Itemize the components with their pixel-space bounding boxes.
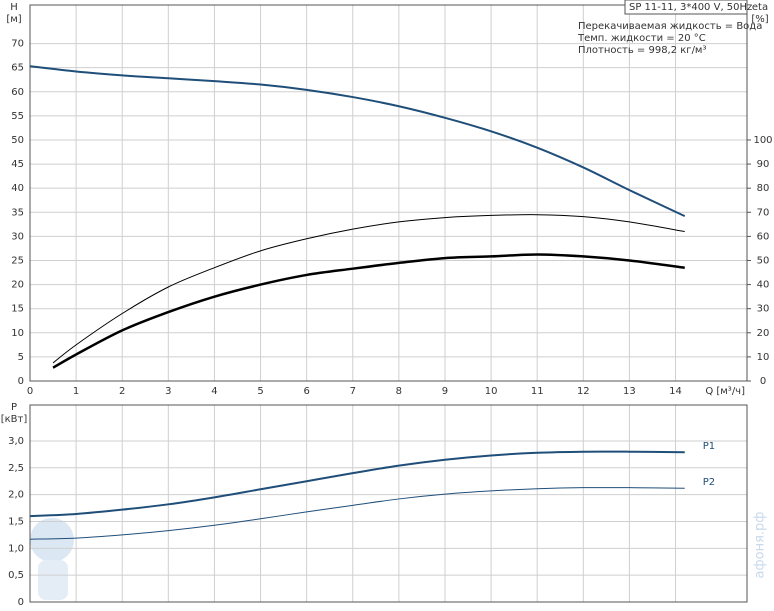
curve — [52, 253, 685, 369]
y-tick-label: 60 — [11, 87, 24, 98]
y2-axis-label: eta — [752, 2, 768, 13]
x-tick-label: 7 — [350, 386, 356, 397]
curve — [29, 487, 685, 540]
y-tick-label: 35 — [11, 207, 24, 218]
y2-tick-label: 30 — [757, 304, 770, 315]
y-tick-label: 5 — [18, 352, 24, 363]
y-tick-label: 0 — [18, 376, 24, 387]
y2-tick-label: 60 — [757, 231, 770, 242]
y2-tick-label: 20 — [757, 328, 770, 339]
y-tick-label: 1,0 — [8, 543, 24, 554]
y-axis-unit: [м] — [6, 14, 21, 25]
x-tick-label: 8 — [396, 386, 402, 397]
y2-tick-label: 90 — [757, 159, 770, 170]
y-tick-label: 0,5 — [8, 570, 24, 581]
mascot — [30, 518, 74, 562]
y-tick-label: 45 — [11, 159, 24, 170]
series-label: P2 — [703, 477, 715, 488]
x-tick-label: 11 — [531, 386, 544, 397]
y2-tick-label: 40 — [757, 280, 770, 291]
annotation: Темп. жидкости = 20 °C — [577, 33, 706, 44]
curve — [52, 214, 685, 364]
y-tick-label: 0 — [18, 597, 24, 608]
x-tick-label: 12 — [577, 386, 590, 397]
y-tick-label: 2,5 — [8, 463, 24, 474]
y-tick-label: 40 — [11, 183, 24, 194]
annotation: Перекачиваемая жидкость = Вода — [578, 21, 762, 32]
x-tick-label: 0 — [27, 386, 33, 397]
mascot — [38, 560, 68, 600]
y2-tick-label: 10 — [757, 352, 770, 363]
y-tick-label: 25 — [11, 255, 24, 266]
curve — [29, 450, 685, 518]
x-tick-label: 9 — [442, 386, 448, 397]
x-tick-label: 10 — [485, 386, 498, 397]
series-label: P1 — [703, 441, 715, 452]
x-tick-label: 5 — [257, 386, 263, 397]
info-box — [624, 0, 748, 15]
y-tick-label: 20 — [11, 280, 24, 291]
y-axis-unit: [кВт] — [1, 414, 28, 425]
y-axis-label: P — [11, 402, 17, 413]
y-tick-label: 15 — [11, 304, 24, 315]
x-tick-label: 6 — [303, 386, 309, 397]
x-axis-label: Q [м³/ч] — [705, 386, 745, 397]
x-tick-label: 4 — [211, 386, 217, 397]
x-tick-label: 3 — [165, 386, 171, 397]
y2-tick-label: 50 — [757, 255, 770, 266]
y-tick-label: 55 — [11, 111, 24, 122]
y-axis-label: H — [10, 2, 18, 13]
y-tick-label: 30 — [11, 231, 24, 242]
x-tick-label: 1 — [73, 386, 79, 397]
annotation: Плотность = 998,2 кг/м³ — [578, 45, 707, 56]
plot-frame — [29, 404, 748, 603]
plot-frame — [29, 4, 748, 382]
annotation: SP 11-11, 3*400 V, 50Hz — [629, 2, 752, 13]
y-tick-label: 1,5 — [8, 516, 24, 527]
y-tick-label: 2,0 — [8, 490, 24, 501]
x-tick-label: 2 — [119, 386, 125, 397]
y2-tick-label: 100 — [753, 135, 772, 146]
y2-tick-label: 70 — [757, 207, 770, 218]
y2-axis-unit: [%] — [751, 14, 768, 25]
y-tick-label: 50 — [11, 135, 24, 146]
watermark: афоня.рф — [753, 512, 768, 579]
y-tick-label: 70 — [11, 39, 24, 50]
x-tick-label: 13 — [623, 386, 636, 397]
y-tick-label: 3,0 — [8, 436, 24, 447]
curve — [29, 65, 686, 218]
y-tick-label: 10 — [11, 328, 24, 339]
x-tick-label: 14 — [669, 386, 682, 397]
y2-tick-label: 80 — [757, 183, 770, 194]
y2-tick-label: 0 — [760, 376, 766, 387]
y-tick-label: 65 — [11, 63, 24, 74]
